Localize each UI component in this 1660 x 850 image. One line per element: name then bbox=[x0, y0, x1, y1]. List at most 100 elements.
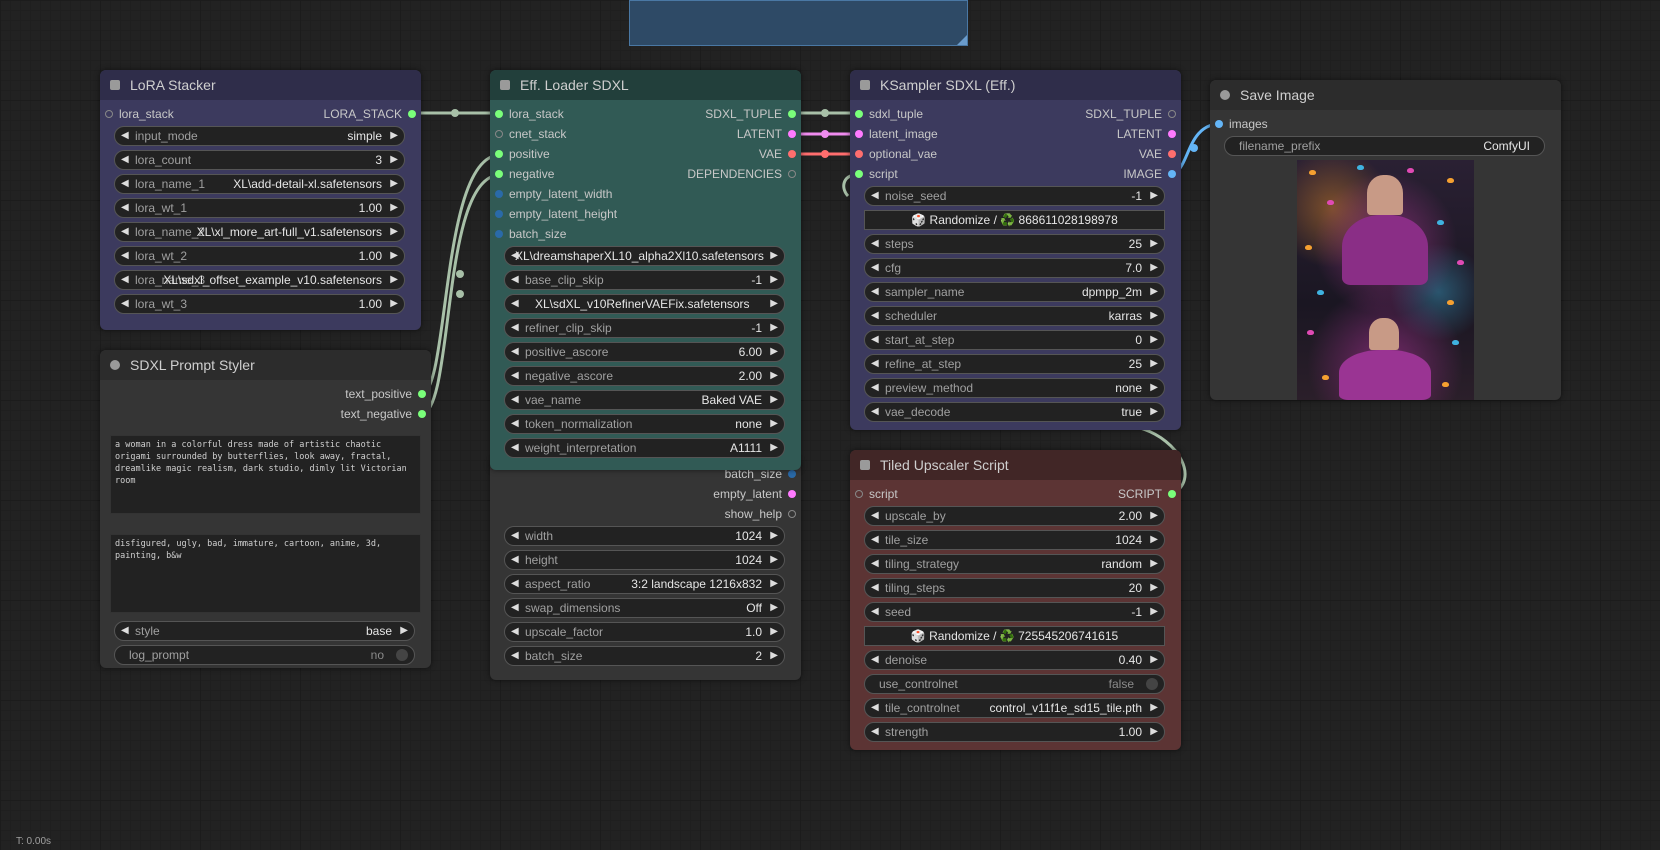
socket-icon[interactable] bbox=[418, 390, 426, 398]
widget-upscale-by[interactable]: ◀ upscale_by 2.00 ▶ bbox=[864, 506, 1165, 526]
node-title-bar[interactable]: KSampler SDXL (Eff.) bbox=[850, 70, 1181, 100]
input-positive[interactable]: positive bbox=[490, 144, 650, 164]
arrow-right-icon[interactable]: ▶ bbox=[1150, 382, 1158, 393]
socket-icon[interactable] bbox=[495, 190, 503, 198]
arrow-right-icon[interactable]: ▶ bbox=[400, 625, 408, 636]
collapse-toggle[interactable] bbox=[860, 80, 870, 90]
socket-icon[interactable] bbox=[788, 510, 796, 518]
arrow-left-icon[interactable]: ◀ bbox=[121, 298, 129, 309]
arrow-right-icon[interactable]: ▶ bbox=[1150, 238, 1158, 249]
tiled-upscaler-node[interactable]: Tiled Upscaler Script script SCRIPT ◀ up… bbox=[850, 450, 1181, 750]
input-cnet-stack[interactable]: cnet_stack bbox=[490, 124, 650, 144]
widget-style[interactable]: ◀ style base ▶ bbox=[114, 621, 415, 641]
widget-refiner-clip-skip[interactable]: ◀ refiner_clip_skip -1 ▶ bbox=[504, 318, 785, 338]
socket-icon[interactable] bbox=[1168, 130, 1176, 138]
arrow-left-icon[interactable]: ◀ bbox=[871, 262, 879, 273]
arrow-left-icon[interactable]: ◀ bbox=[121, 250, 129, 261]
socket-icon[interactable] bbox=[788, 130, 796, 138]
input-script[interactable]: script bbox=[850, 484, 1010, 504]
arrow-right-icon[interactable]: ▶ bbox=[770, 346, 778, 357]
widget-lora-name-1[interactable]: ◀ lora_name_1 XL\add-detail-xl.safetenso… bbox=[114, 174, 405, 194]
widget-lora-name-2[interactable]: ◀ lora_name_2 XL\xl_more_art-full_v1.saf… bbox=[114, 222, 405, 242]
socket-icon[interactable] bbox=[1215, 120, 1223, 128]
arrow-right-icon[interactable]: ▶ bbox=[1150, 310, 1158, 321]
arrow-left-icon[interactable]: ◀ bbox=[511, 650, 519, 661]
eff-loader-node[interactable]: Eff. Loader SDXL lora_stack cnet_stack p… bbox=[490, 70, 801, 470]
toggle-switch[interactable] bbox=[1146, 678, 1158, 690]
input-lora-stack[interactable]: lora_stack bbox=[100, 104, 260, 124]
arrow-left-icon[interactable]: ◀ bbox=[511, 530, 519, 541]
widget-seed[interactable]: ◀ seed -1 ▶ bbox=[864, 602, 1165, 622]
output-script[interactable]: SCRIPT bbox=[1031, 484, 1181, 504]
arrow-right-icon[interactable]: ▶ bbox=[390, 250, 398, 261]
output-lora-stack[interactable]: LORA_STACK bbox=[261, 104, 421, 124]
arrow-right-icon[interactable]: ▶ bbox=[1150, 606, 1158, 617]
arrow-left-icon[interactable]: ◀ bbox=[871, 190, 879, 201]
widget-base-clip-skip[interactable]: ◀ base_clip_skip -1 ▶ bbox=[504, 270, 785, 290]
widget-weight-interpretation[interactable]: ◀ weight_interpretation A1111 ▶ bbox=[504, 438, 785, 458]
widget-negative-ascore[interactable]: ◀ negative_ascore 2.00 ▶ bbox=[504, 366, 785, 386]
widget-tiling-strategy[interactable]: ◀ tiling_strategy random ▶ bbox=[864, 554, 1165, 574]
arrow-left-icon[interactable]: ◀ bbox=[511, 602, 519, 613]
arrow-left-icon[interactable]: ◀ bbox=[871, 310, 879, 321]
socket-icon[interactable] bbox=[495, 110, 503, 118]
input-images[interactable]: images bbox=[1210, 114, 1370, 134]
arrow-left-icon[interactable]: ◀ bbox=[871, 286, 879, 297]
arrow-left-icon[interactable]: ◀ bbox=[871, 358, 879, 369]
widget-strength[interactable]: ◀ strength 1.00 ▶ bbox=[864, 722, 1165, 742]
arrow-left-icon[interactable]: ◀ bbox=[511, 442, 519, 453]
output-sdxl-tuple[interactable]: SDXL_TUPLE bbox=[651, 104, 801, 124]
arrow-left-icon[interactable]: ◀ bbox=[511, 322, 519, 333]
widget-positive-ascore[interactable]: ◀ positive_ascore 6.00 ▶ bbox=[504, 342, 785, 362]
arrow-right-icon[interactable]: ▶ bbox=[1150, 286, 1158, 297]
widget-lora-count[interactable]: ◀ lora_count 3 ▶ bbox=[114, 150, 405, 170]
positive-prompt-textarea[interactable]: a woman in a colorful dress made of arti… bbox=[110, 435, 421, 514]
arrow-right-icon[interactable]: ▶ bbox=[770, 530, 778, 541]
arrow-right-icon[interactable]: ▶ bbox=[770, 298, 778, 309]
widget-lora-name-3[interactable]: ◀ lora_name_3 XL\sdxl_offset_example_v10… bbox=[114, 270, 405, 290]
widget-noise-seed[interactable]: ◀ noise_seed -1 ▶ bbox=[864, 186, 1165, 206]
widget-refine-at-step[interactable]: ◀ refine_at_step 25 ▶ bbox=[864, 354, 1165, 374]
arrow-right-icon[interactable]: ▶ bbox=[390, 202, 398, 213]
arrow-right-icon[interactable]: ▶ bbox=[1150, 190, 1158, 201]
arrow-left-icon[interactable]: ◀ bbox=[121, 178, 129, 189]
widget-steps[interactable]: ◀ steps 25 ▶ bbox=[864, 234, 1165, 254]
arrow-right-icon[interactable]: ▶ bbox=[390, 274, 398, 285]
arrow-right-icon[interactable]: ▶ bbox=[770, 274, 778, 285]
arrow-right-icon[interactable]: ▶ bbox=[770, 554, 778, 565]
arrow-left-icon[interactable]: ◀ bbox=[871, 726, 879, 737]
arrow-left-icon[interactable]: ◀ bbox=[511, 250, 519, 261]
socket-icon[interactable] bbox=[855, 110, 863, 118]
input-negative[interactable]: negative bbox=[490, 164, 650, 184]
arrow-left-icon[interactable]: ◀ bbox=[871, 382, 879, 393]
arrow-right-icon[interactable]: ▶ bbox=[770, 370, 778, 381]
socket-icon[interactable] bbox=[788, 150, 796, 158]
arrow-right-icon[interactable]: ▶ bbox=[390, 154, 398, 165]
arrow-right-icon[interactable]: ▶ bbox=[770, 250, 778, 261]
arrow-right-icon[interactable]: ▶ bbox=[770, 322, 778, 333]
widget-input-mode[interactable]: ◀ input_mode simple ▶ bbox=[114, 126, 405, 146]
arrow-left-icon[interactable]: ◀ bbox=[511, 418, 519, 429]
arrow-right-icon[interactable]: ▶ bbox=[1150, 534, 1158, 545]
arrow-right-icon[interactable]: ▶ bbox=[1150, 334, 1158, 345]
arrow-right-icon[interactable]: ▶ bbox=[770, 418, 778, 429]
arrow-left-icon[interactable]: ◀ bbox=[121, 202, 129, 213]
socket-icon[interactable] bbox=[1168, 490, 1176, 498]
socket-icon[interactable] bbox=[495, 130, 503, 138]
save-image-node[interactable]: Save Image images filename_prefix ComfyU… bbox=[1210, 80, 1561, 400]
input-empty-latent-width[interactable]: empty_latent_width bbox=[490, 184, 650, 204]
output-text-negative[interactable]: text_negative bbox=[251, 404, 431, 424]
widget-sampler-name[interactable]: ◀ sampler_name dpmpp_2m ▶ bbox=[864, 282, 1165, 302]
widget-height[interactable]: ◀ height 1024 ▶ bbox=[504, 550, 785, 570]
arrow-right-icon[interactable]: ▶ bbox=[770, 650, 778, 661]
input-batch-size[interactable]: batch_size bbox=[490, 224, 650, 244]
arrow-right-icon[interactable]: ▶ bbox=[1150, 582, 1158, 593]
socket-icon[interactable] bbox=[495, 170, 503, 178]
output-image[interactable]: IMAGE bbox=[1031, 164, 1181, 184]
socket-icon[interactable] bbox=[855, 490, 863, 498]
widget-cfg[interactable]: ◀ cfg 7.0 ▶ bbox=[864, 258, 1165, 278]
arrow-left-icon[interactable]: ◀ bbox=[511, 578, 519, 589]
socket-icon[interactable] bbox=[1168, 110, 1176, 118]
widget-vae-name[interactable]: ◀ vae_name Baked VAE ▶ bbox=[504, 390, 785, 410]
socket-icon[interactable] bbox=[495, 230, 503, 238]
